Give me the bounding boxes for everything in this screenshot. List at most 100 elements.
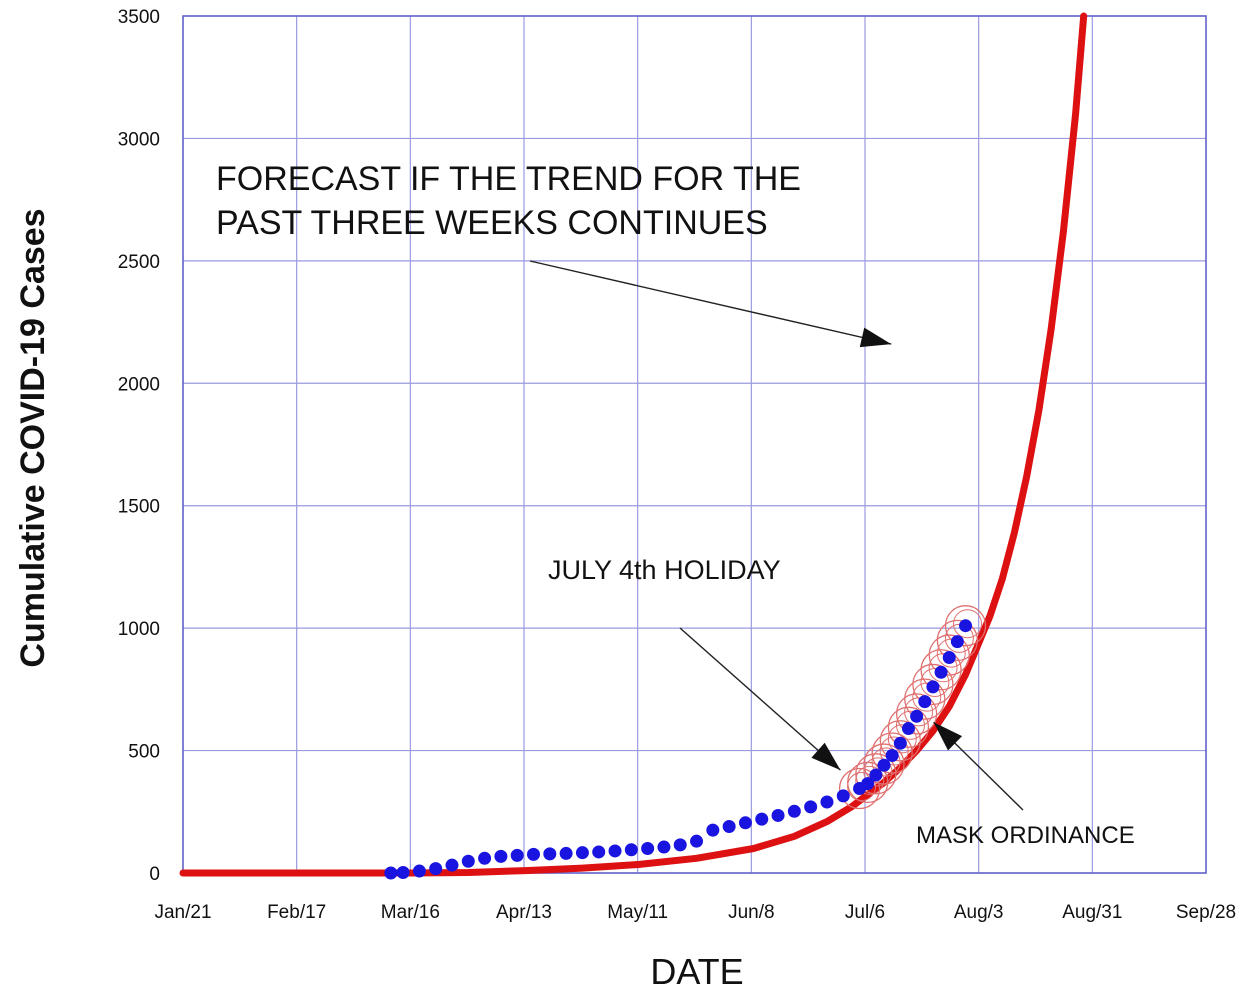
forecast-line [179, 12, 1088, 877]
x-tick-label: Jun/8 [728, 902, 774, 923]
y-tick-label: 500 [128, 742, 160, 763]
y-tick-label: 2500 [118, 252, 160, 273]
blue-case-marker [445, 858, 459, 872]
blue-case-marker [706, 823, 720, 837]
blue-case-marker [608, 844, 622, 858]
blue-case-marker [959, 619, 973, 633]
red-circle-marker-inner [895, 710, 925, 740]
red-circle-marker-inner [887, 724, 917, 754]
blue-case-marker [787, 804, 801, 818]
red-circle-marker-inner [863, 757, 893, 787]
grid-layer [182, 15, 1207, 874]
holiday-arrow-head [811, 742, 841, 771]
mask-ordinance-annotation: MASK ORDINANCE [916, 822, 1135, 849]
blue-case-marker [461, 854, 475, 868]
blue-case-marker [575, 846, 589, 860]
x-tick-label: Sep/28 [1176, 902, 1236, 923]
tick-layer: Jan/21 Feb/17 Mar/16 Apr/13 May/11 Jun/8 Jul/6… [118, 7, 1236, 923]
mask-arrow-head [933, 722, 963, 751]
x-tick-label: Jan/21 [154, 902, 211, 923]
holiday-arrow-shaft [679, 627, 841, 771]
plot-frame [182, 15, 1207, 874]
x-tick-label: May/11 [607, 902, 668, 923]
blue-case-marker [384, 866, 398, 880]
blue-case-marker [690, 834, 704, 848]
blue-case-marker [804, 800, 818, 814]
blue-case-marker [641, 842, 655, 856]
blue-case-marker [910, 709, 924, 723]
y-tick-label: 2000 [118, 374, 160, 395]
blue-case-marker [893, 736, 907, 750]
blue-case-marker [412, 864, 426, 878]
red-circle-marker [936, 619, 979, 662]
x-axis-title: DATE [650, 951, 743, 990]
blue-case-marker [738, 816, 752, 830]
blue-case-marker [478, 851, 492, 865]
red-circle-marker [920, 649, 962, 691]
blue-case-marker [755, 812, 769, 826]
red-circle-marker [838, 767, 881, 810]
blue-case-marker [950, 635, 964, 649]
series-layer [179, 12, 1088, 880]
red-circle-marker-inner [953, 609, 983, 639]
blue-case-marker [657, 840, 671, 854]
blue-case-marker [510, 848, 524, 862]
x-tick-label: Feb/17 [267, 902, 326, 923]
blue-case-marker [624, 843, 638, 857]
red-circle-marker [887, 706, 930, 748]
x-tick-label: Mar/16 [381, 902, 440, 923]
blue-case-marker [926, 680, 940, 694]
y-tick-label: 3500 [118, 7, 160, 28]
blue-case-marker [918, 695, 932, 709]
blue-case-marker [543, 847, 557, 861]
blue-case-marker [942, 651, 956, 665]
red-circle-marker [904, 678, 946, 720]
blue-case-marker [885, 748, 899, 762]
blue-case-marker [592, 845, 606, 859]
blue-case-marker [429, 862, 443, 876]
blue-case-marker [901, 722, 915, 736]
red-circle-marker [855, 753, 897, 795]
holiday-annotation: JULY 4th HOLIDAY [548, 555, 781, 585]
red-circle-marker [879, 720, 921, 762]
blue-case-marker [494, 849, 508, 863]
blue-case-marker [869, 768, 883, 782]
y-tick-label: 3000 [118, 129, 160, 150]
blue-case-marker [527, 847, 541, 861]
blue-case-marker [861, 777, 875, 791]
x-tick-label: Jul/6 [845, 902, 885, 923]
blue-case-marker [836, 789, 850, 803]
forecast-arrow-shaft [529, 260, 892, 345]
blue-case-marker [559, 846, 573, 860]
blue-case-marker [820, 795, 834, 809]
y-tick-label: 0 [149, 864, 160, 885]
y-axis-title: Cumulative COVID-19 Cases [14, 208, 52, 667]
red-circle-marker-inner [855, 765, 885, 795]
red-circle-marker [944, 605, 987, 647]
y-tick-label: 1000 [118, 619, 160, 640]
blue-case-marker [934, 665, 948, 679]
blue-case-marker [722, 819, 736, 833]
x-tick-label: Apr/13 [496, 902, 552, 923]
red-circle-marker [895, 693, 938, 735]
blue-case-marker [396, 866, 410, 880]
red-circle-marker [912, 663, 954, 706]
red-circle-marker-inner [871, 747, 901, 777]
blue-case-marker [771, 808, 785, 822]
forecast-arrow-head [859, 327, 892, 348]
arrow-layer [529, 260, 1024, 811]
blue-case-marker [877, 758, 891, 772]
y-tick-label: 1500 [118, 497, 160, 518]
x-tick-label: Aug/3 [954, 902, 1004, 923]
forecast-annotation-line-1: FORECAST IF THE TREND FOR THE [216, 160, 801, 198]
red-circle-marker [871, 732, 913, 774]
red-circle-marker [928, 634, 970, 676]
annotation-layer: FORECAST IF THE TREND FOR THE PAST THREE… [216, 160, 1135, 849]
x-tick-label: Aug/31 [1062, 902, 1122, 923]
blue-case-marker [673, 838, 687, 852]
forecast-annotation-line-2: PAST THREE WEEKS CONTINUES [216, 204, 768, 242]
red-circle-marker [863, 743, 905, 785]
